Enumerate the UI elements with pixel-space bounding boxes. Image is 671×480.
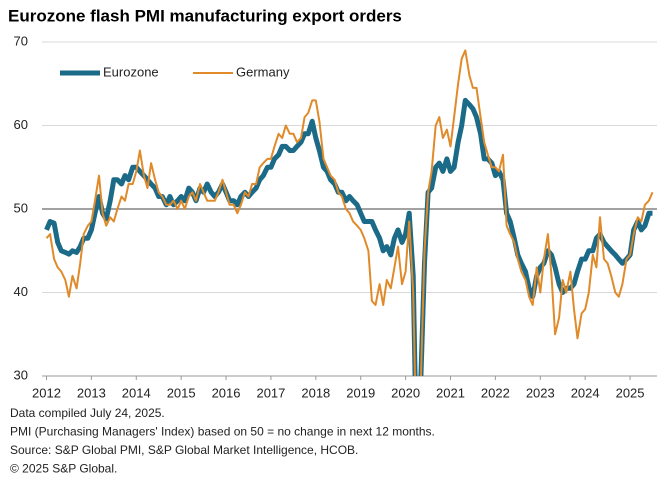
- x-tick-label: 2022: [481, 385, 510, 400]
- footnote: © 2025 S&P Global.: [10, 462, 117, 476]
- y-tick-label: 40: [14, 284, 28, 299]
- x-tick-label: 2016: [212, 385, 241, 400]
- legend-label: Germany: [236, 64, 290, 79]
- x-tick-label: 2015: [167, 385, 196, 400]
- x-tick-label: 2020: [391, 385, 420, 400]
- x-tick-label: 2023: [526, 385, 555, 400]
- x-tick-label: 2012: [32, 385, 61, 400]
- legend-label: Eurozone: [103, 64, 159, 79]
- footnote: Data compiled July 24, 2025.: [10, 406, 165, 420]
- footnote: Source: S&P Global PMI, S&P Global Marke…: [10, 443, 358, 457]
- y-tick-label: 60: [14, 117, 28, 132]
- y-tick-label: 50: [14, 200, 28, 215]
- x-tick-label: 2024: [571, 385, 600, 400]
- footnote: PMI (Purchasing Managers' Index) based o…: [10, 425, 435, 439]
- chart-title: Eurozone flash PMI manufacturing export …: [8, 6, 402, 25]
- x-tick-label: 2017: [256, 385, 285, 400]
- x-tick-label: 2018: [301, 385, 330, 400]
- x-tick-label: 2013: [77, 385, 106, 400]
- x-tick-label: 2025: [616, 385, 645, 400]
- y-tick-label: 70: [14, 33, 28, 48]
- x-tick-label: 2014: [122, 385, 151, 400]
- y-tick-label: 30: [14, 367, 28, 382]
- x-tick-label: 2021: [436, 385, 465, 400]
- series-line: [44, 97, 653, 376]
- x-tick-label: 2019: [346, 385, 375, 400]
- series-line: [45, 49, 654, 376]
